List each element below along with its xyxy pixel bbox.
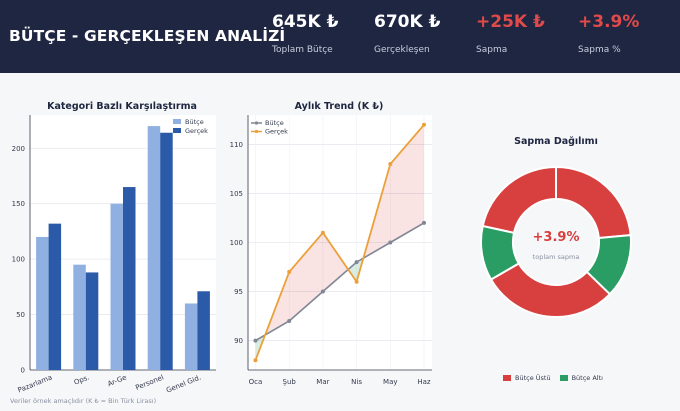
kpi-value: 670K ₺ — [374, 12, 441, 32]
donut-legend: Bütçe Üstü Bütçe Altı — [503, 374, 612, 382]
line-y-tick-label: 95 — [234, 288, 243, 296]
page-title: BÜTÇE - GERÇEKLEŞEN ANALİZİ — [9, 27, 286, 45]
line-x-tick-label: Haz — [417, 378, 431, 386]
bar-y-tick-label: 150 — [12, 200, 25, 208]
bar-chart-title: Kategori Bazlı Karşılaştırma — [47, 101, 197, 112]
kpi-value: +25K ₺ — [476, 12, 545, 32]
kpi-label: Toplam Bütçe — [272, 45, 333, 55]
donut-center-value: +3.9% — [532, 230, 580, 245]
actual-point — [354, 279, 359, 284]
bar-y-tick-label: 200 — [12, 145, 25, 153]
donut-slice — [555, 165, 632, 240]
kpi-variance-percent: +3.9% Sapma % — [578, 12, 639, 55]
kpi-value: +3.9% — [578, 12, 640, 32]
line-x-tick-label: Nis — [351, 378, 362, 386]
bar-actual — [160, 132, 173, 370]
bar-budget — [110, 203, 123, 370]
kpi-label: Sapma — [476, 45, 508, 55]
donut-chart-title: Sapma Dağılımı — [514, 136, 598, 147]
donut-slice — [489, 262, 612, 318]
bar-actual — [48, 223, 62, 370]
line-x-tick-label: May — [383, 378, 397, 386]
over-budget-fill — [322, 232, 349, 292]
bar-y-tick-label: 50 — [16, 311, 25, 319]
bar-budget — [36, 236, 49, 370]
legend-swatch-over — [503, 375, 511, 381]
line-legend-dot — [254, 121, 259, 125]
kpi-total-budget: 645K ₺ Toplam Bütçe — [272, 12, 338, 55]
line-x-tick-label: Mar — [316, 378, 329, 386]
over-budget-fill — [390, 124, 424, 243]
actual-point — [253, 358, 258, 363]
bar-budget — [73, 264, 86, 370]
budget-point — [354, 260, 359, 265]
bar-actual — [123, 187, 136, 370]
actual-point — [320, 230, 325, 235]
bar-legend-swatch — [173, 119, 181, 124]
actual-line — [254, 124, 425, 361]
legend-label: Bütçe Üstü — [515, 374, 551, 382]
bar-budget — [184, 303, 198, 370]
kpi-variance: +25K ₺ Sapma — [476, 12, 545, 55]
line-y-tick-label: 110 — [230, 141, 243, 149]
donut-slice — [481, 165, 557, 234]
legend-label: Bütçe Altı — [571, 374, 603, 382]
line-x-tick-label: Şub — [283, 378, 297, 386]
line-y-tick-label: 105 — [230, 190, 243, 198]
line-y-tick-label: 90 — [234, 337, 243, 345]
bar-legend-label: Gerçek — [185, 127, 208, 135]
legend-over-budget: Bütçe Üstü — [503, 374, 551, 382]
bar-legend-label: Bütçe — [185, 118, 204, 126]
budget-line — [255, 222, 425, 342]
kpi-actual: 670K ₺ Gerçekleşen — [374, 12, 440, 55]
legend-swatch-under — [559, 375, 568, 381]
line-chart-title: Aylık Trend (K ₺) — [294, 101, 384, 112]
budget-point — [388, 240, 393, 245]
legend-under-budget: Bütçe Altı — [559, 374, 603, 382]
line-legend-dot — [254, 129, 259, 134]
actual-point — [287, 269, 292, 274]
line-x-tick-label: Oca — [249, 378, 263, 386]
budget-point — [422, 220, 426, 225]
budget-point — [287, 318, 292, 323]
footnote: Veriler örnek amaçlıdır (K ₺ = Bin Türk … — [10, 397, 157, 405]
actual-point — [388, 162, 393, 167]
over-budget-fill — [289, 232, 323, 321]
bar-actual — [85, 272, 99, 370]
bar-legend-swatch — [173, 128, 181, 133]
under-budget-fill — [348, 262, 357, 282]
bar-y-tick-label: 100 — [12, 256, 25, 264]
budget-point — [320, 289, 325, 294]
line-legend-label: Bütçe — [265, 119, 284, 127]
header-bar: BÜTÇE - GERÇEKLEŞEN ANALİZİ 645K ₺ Topla… — [0, 0, 680, 73]
bar-y-tick-label: 0 — [21, 367, 25, 375]
kpi-label: Gerçekleşen — [374, 45, 430, 55]
line-legend-label: Gerçek — [265, 128, 288, 136]
line-y-tick-label: 100 — [230, 239, 243, 247]
bar-budget — [147, 126, 161, 370]
actual-point — [422, 122, 426, 127]
kpi-label: Sapma % — [578, 45, 621, 55]
donut-center-label: toplam sapma — [532, 253, 580, 261]
budget-point — [253, 338, 258, 343]
bar-actual — [197, 291, 210, 370]
kpi-value: 645K ₺ — [272, 12, 339, 32]
